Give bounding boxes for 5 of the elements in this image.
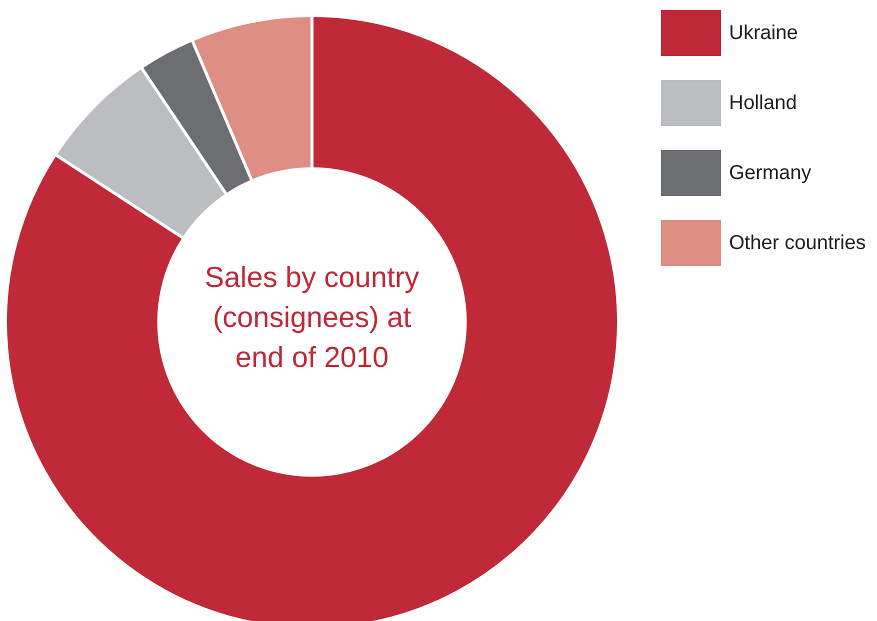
legend-label: Other countries [729,232,866,254]
legend-label: Germany [729,162,812,184]
text: Sales by country (consignees) at end of 2010 [204,261,420,376]
legend-label: Ukraine [729,22,798,44]
legend-label: Holland [729,92,797,114]
